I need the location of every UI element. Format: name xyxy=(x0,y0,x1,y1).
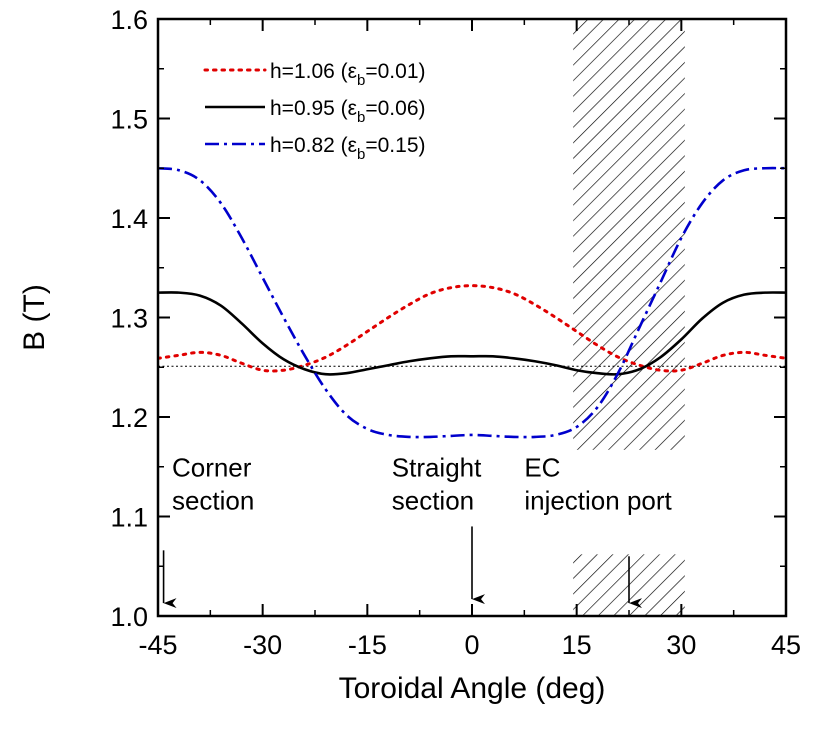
axis-ticks xyxy=(157,18,787,617)
annotations: Corner section Straight section EC injection … xyxy=(172,453,673,516)
y-tick-label: 1.3 xyxy=(110,304,148,334)
y-tick-label: 1.4 xyxy=(110,204,148,234)
annotation-3: EC injection port xyxy=(524,453,672,516)
shaded-regions xyxy=(573,19,685,616)
annotation-2: Straight section xyxy=(392,453,482,516)
legend-label: h=0.82 (εb=0.15) xyxy=(270,134,426,163)
y-tick-label: 1.5 xyxy=(110,105,148,135)
y-axis-label: B (T) xyxy=(18,284,51,351)
hatched-region-1 xyxy=(573,19,685,450)
series-line-3 xyxy=(158,166,786,439)
x-tick-labels: -45 -30 -15 0 15 30 45 xyxy=(138,630,801,660)
x-tick-label: 45 xyxy=(771,630,801,660)
legend: h=1.06 (εb=0.01) h=0.95 (εb=0.06) h=0.82 (… xyxy=(203,60,426,163)
arrows xyxy=(162,526,642,609)
x-tick-label: 15 xyxy=(562,630,592,660)
series-line-2 xyxy=(158,291,786,376)
y-tick-label: 1.6 xyxy=(110,5,148,35)
y-tick-label: 1.2 xyxy=(110,403,148,433)
x-tick-label: -30 xyxy=(243,630,282,660)
x-tick-label: -45 xyxy=(138,630,177,660)
x-tick-label: 30 xyxy=(666,630,696,660)
legend-label: h=1.06 (εb=0.01) xyxy=(270,60,426,89)
y-tick-labels: 1.0 1.1 1.2 1.3 1.4 1.5 1.6 xyxy=(110,5,148,632)
legend-label: h=0.95 (εb=0.06) xyxy=(270,97,426,126)
series-line-1 xyxy=(158,284,786,373)
legend-item-3: h=0.82 (εb=0.15) xyxy=(205,134,426,163)
x-tick-label: -15 xyxy=(348,630,387,660)
y-tick-label: 1.1 xyxy=(110,503,148,533)
x-axis-label: Toroidal Angle (deg) xyxy=(339,672,606,705)
series-layer xyxy=(158,166,786,439)
legend-item-2: h=0.95 (εb=0.06) xyxy=(205,97,426,126)
legend-item-1: h=1.06 (εb=0.01) xyxy=(203,60,426,89)
annotation-1: Corner section xyxy=(172,453,254,516)
y-tick-label: 1.0 xyxy=(110,602,148,632)
x-tick-label: 0 xyxy=(464,630,479,660)
